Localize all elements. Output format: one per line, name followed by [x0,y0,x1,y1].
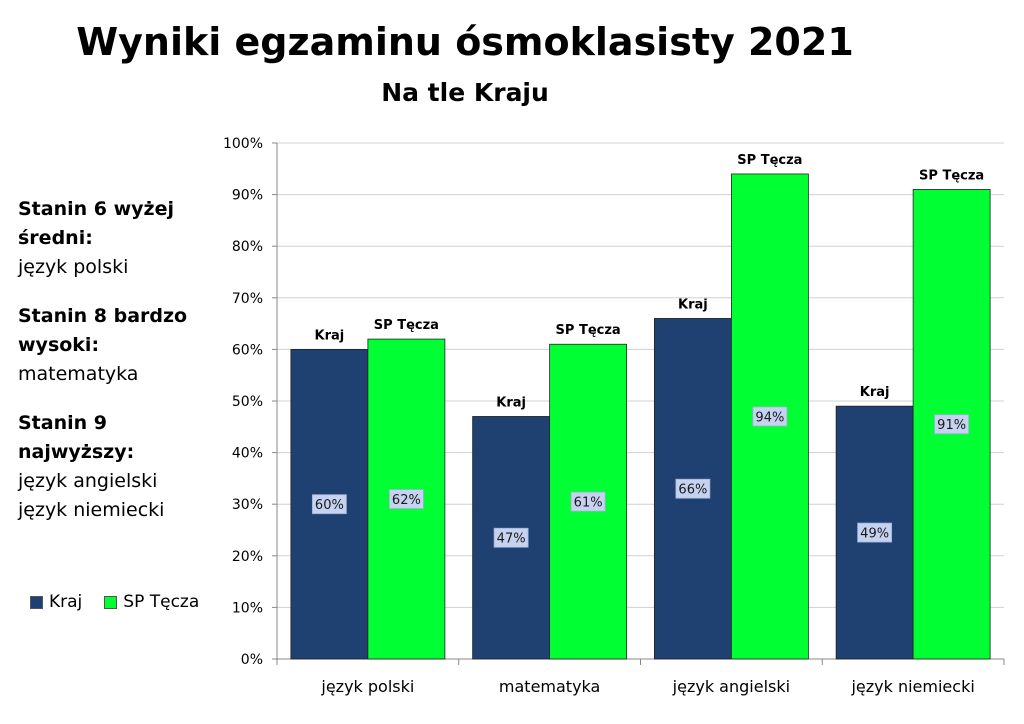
bar-caption: Kraj [860,385,890,400]
bar-caption: SP Tęcza [374,318,439,333]
data-label: 49% [860,527,889,542]
data-label: 91% [937,418,966,433]
bar-caption: SP Tęcza [919,168,984,183]
x-category-label: język angielski [672,677,790,696]
legend-entry-sp-tecza: SP Tęcza [104,592,199,612]
y-tick-label: 0% [241,652,263,668]
bar-caption: SP Tęcza [556,323,621,338]
note-heading: Stanin 6 wyżej średni: [18,198,174,249]
x-category-label: matematyka [499,677,600,696]
bar-caption: SP Tęcza [737,153,802,168]
y-tick-label: 10% [232,600,263,616]
y-tick-label: 50% [232,394,263,410]
legend-swatch-sp-tecza [104,595,118,609]
legend-entry-kraj: Kraj [30,592,82,612]
y-tick-label: 80% [232,239,263,255]
x-category-label: język polski [320,677,414,696]
y-tick-label: 60% [232,342,263,358]
note-group-stanin-6: Stanin 6 wyżej średni: język polski [18,195,218,282]
data-label-box [675,478,711,499]
data-label: 47% [497,532,526,547]
data-label: 60% [315,498,344,513]
note-item: język polski [18,256,129,278]
note-heading: Stanin 9 najwyższy: [18,412,135,463]
bar-caption: Kraj [678,297,708,312]
bar-caption: Kraj [315,328,345,343]
y-tick-label: 40% [232,446,263,462]
data-label-box [388,489,424,509]
note-heading: Stanin 8 bardzo wysoki: [18,305,188,356]
note-item: język angielski [18,470,158,492]
note-item: matematyka [18,363,139,385]
data-label-box [311,494,347,515]
y-tick-label: 30% [232,497,263,513]
data-label-box [752,406,788,427]
bar-caption: Kraj [496,395,526,410]
data-label: 61% [574,496,603,511]
chart-subtitle: Na tle Kraju [381,78,549,107]
y-tick-label: 70% [232,291,263,307]
data-label-box [934,414,970,435]
legend-label-sp-tecza: SP Tęcza [123,592,200,612]
data-label-box [857,522,893,543]
stanin-notes: Stanin 6 wyżej średni: język polski Stan… [18,195,218,545]
legend-swatch-kraj [30,595,43,609]
data-label: 66% [678,483,707,498]
data-label-box [570,491,606,512]
data-label: 62% [392,493,421,508]
chart-title: Wyniki egzaminu ósmoklasisty 2021 [76,20,854,64]
chart-legend: Kraj SP Tęcza [30,592,221,612]
note-group-stanin-9: Stanin 9 najwyższy: język angielski języ… [18,409,218,525]
data-label-box [493,527,529,548]
y-tick-label: 100% [223,136,263,152]
y-tick-label: 90% [232,188,263,204]
legend-label-kraj: Kraj [49,592,83,612]
note-item: język niemiecki [18,499,165,521]
y-tick-label: 20% [232,549,263,565]
x-category-label: język niemiecki [850,677,974,696]
note-group-stanin-8: Stanin 8 bardzo wysoki: matematyka [18,302,218,389]
data-label: 94% [755,410,784,425]
